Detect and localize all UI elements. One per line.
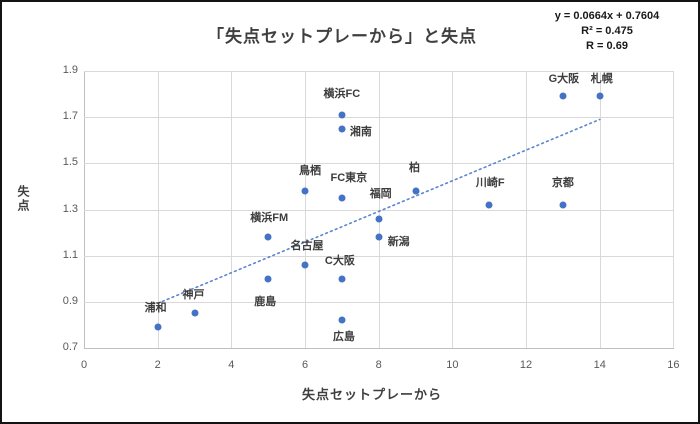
data-point-label: G大阪 bbox=[548, 73, 580, 86]
gridline-horizontal bbox=[84, 163, 674, 165]
regression-stats: y = 0.0664x + 0.7604 R² = 0.475 R = 0.69 bbox=[522, 9, 692, 54]
y-tick-label: 1.1 bbox=[62, 248, 78, 261]
x-tick-label: 10 bbox=[446, 359, 459, 371]
y-axis-title: 失点 bbox=[16, 185, 30, 213]
data-point bbox=[338, 194, 346, 202]
data-point-label: FC東京 bbox=[330, 171, 368, 184]
x-tick-label: 16 bbox=[667, 359, 680, 371]
gridline-horizontal bbox=[84, 209, 674, 211]
regression-r-squared: R² = 0.475 bbox=[581, 25, 633, 37]
data-point bbox=[154, 323, 162, 331]
data-point-label: 湘南 bbox=[349, 125, 372, 138]
regression-r: R = 0.69 bbox=[586, 40, 628, 52]
data-point bbox=[338, 111, 346, 119]
y-tick-label: 1.3 bbox=[62, 202, 78, 215]
data-point bbox=[191, 309, 198, 317]
data-point-label: 福岡 bbox=[369, 187, 392, 200]
gridline-horizontal bbox=[84, 255, 674, 257]
data-point bbox=[264, 275, 272, 283]
data-point-label: 神戸 bbox=[182, 289, 205, 302]
data-point bbox=[485, 201, 493, 209]
data-point bbox=[375, 233, 383, 241]
data-point bbox=[338, 125, 346, 133]
x-axis-title: 失点セットプレーから bbox=[301, 387, 443, 402]
data-point-label: 横浜FC bbox=[323, 87, 361, 100]
data-point bbox=[375, 215, 383, 223]
gridline-vertical bbox=[673, 71, 675, 348]
data-point bbox=[301, 187, 309, 195]
y-tick-label: 1.7 bbox=[62, 110, 78, 123]
data-point-label: 名古屋 bbox=[290, 239, 324, 252]
data-point-label: 広島 bbox=[332, 331, 355, 344]
data-point-label: 横浜FM bbox=[250, 212, 289, 225]
gridline-horizontal bbox=[84, 117, 674, 119]
data-point-label: 鹿島 bbox=[254, 295, 277, 308]
data-point bbox=[559, 92, 567, 100]
x-tick-label: 6 bbox=[301, 359, 309, 371]
regression-equation: y = 0.0664x + 0.7604 bbox=[554, 10, 660, 22]
x-tick-label: 14 bbox=[593, 359, 606, 371]
y-tick-label: 1.5 bbox=[62, 156, 78, 169]
data-point bbox=[301, 261, 309, 269]
data-point bbox=[596, 92, 604, 100]
data-point-label: 浦和 bbox=[144, 302, 167, 315]
data-point-label: 川崎F bbox=[475, 176, 505, 189]
y-tick-label: 0.7 bbox=[62, 341, 78, 353]
data-point bbox=[412, 187, 420, 195]
data-point bbox=[264, 233, 272, 241]
data-point-label: 柏 bbox=[409, 162, 421, 175]
x-tick-label: 4 bbox=[228, 359, 235, 371]
data-point-label: 京都 bbox=[551, 176, 574, 189]
chart-title: 「失点セットプレーから」と失点 bbox=[207, 27, 477, 46]
data-point-label: C大阪 bbox=[324, 254, 355, 267]
data-point-label: 新潟 bbox=[387, 236, 410, 249]
data-point-label: 鳥栖 bbox=[299, 165, 322, 178]
data-point bbox=[338, 275, 346, 283]
data-point bbox=[559, 201, 567, 209]
x-tick-label: 12 bbox=[519, 359, 533, 371]
y-tick-label: 0.9 bbox=[62, 294, 78, 307]
gridline-horizontal bbox=[84, 301, 674, 303]
y-tick-label: 1.9 bbox=[62, 64, 78, 76]
data-point bbox=[338, 316, 346, 324]
data-point-label: 札幌 bbox=[590, 73, 613, 86]
x-tick-label: 0 bbox=[80, 359, 88, 371]
x-tick-label: 8 bbox=[375, 359, 382, 371]
gridline-horizontal bbox=[84, 71, 674, 72]
x-tick-label: 2 bbox=[154, 359, 161, 371]
